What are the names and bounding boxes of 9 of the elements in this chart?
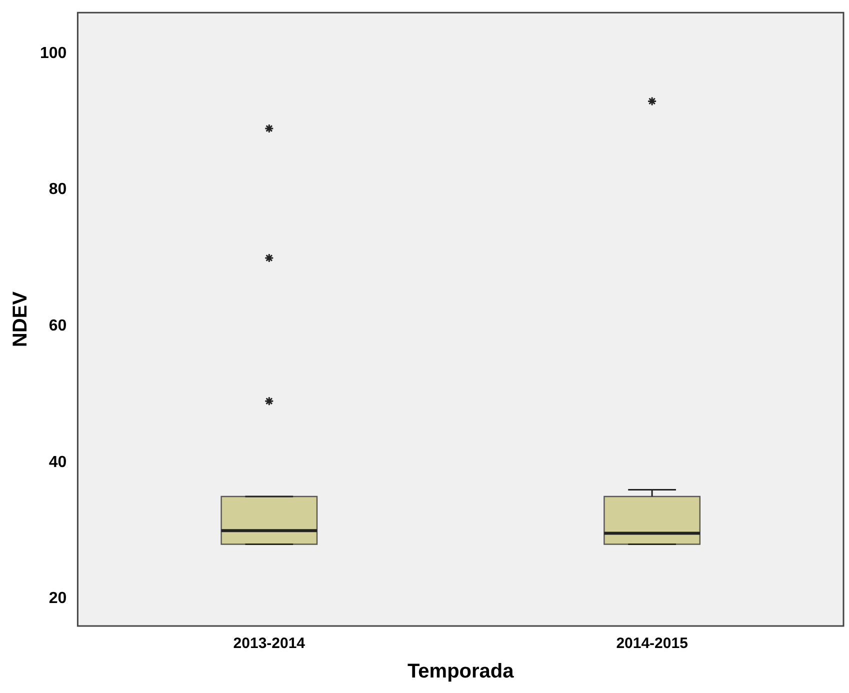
y-axis-title: NDEV bbox=[10, 290, 32, 348]
x-tick-label: 2014-2015 bbox=[616, 635, 688, 652]
y-tick-label: 20 bbox=[48, 590, 67, 608]
y-tick-label: 80 bbox=[48, 181, 67, 198]
x-tick-label: 2013-2014 bbox=[233, 635, 306, 652]
y-tick-label: 100 bbox=[40, 44, 67, 62]
x-axis-title: Temporada bbox=[407, 660, 515, 683]
y-tick-label: 60 bbox=[48, 318, 67, 335]
y-tick-label: 40 bbox=[48, 454, 67, 471]
